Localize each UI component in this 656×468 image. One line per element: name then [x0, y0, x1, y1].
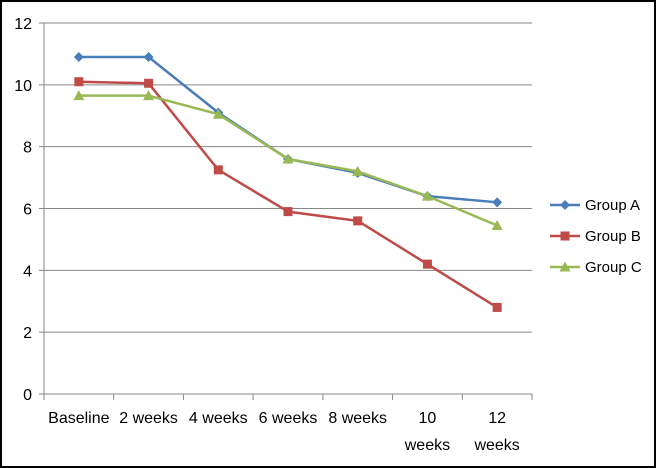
- y-tick-label: 0: [23, 387, 32, 404]
- data-point: [143, 52, 154, 63]
- x-tick-label: weeks: [404, 437, 450, 454]
- legend-marker: [560, 200, 570, 210]
- legend-marker: [559, 261, 571, 272]
- legend-item-group-a: Group A: [550, 197, 640, 214]
- data-point: [73, 90, 85, 101]
- x-axis-ticks: Baseline 2 weeks 4 weeks 6 weeks 8 weeks 10 we…: [48, 410, 520, 454]
- series-group-a: [73, 52, 503, 208]
- series-group-c: [73, 90, 503, 231]
- data-point: [213, 165, 223, 175]
- series-line: [78, 80, 498, 309]
- y-tick-label: 10: [14, 78, 32, 95]
- y-axis-ticks: 0 2 4 6 8 10 12: [14, 16, 32, 404]
- data-point: [492, 302, 502, 312]
- x-tick-label: Baseline: [48, 410, 109, 427]
- legend-label: Group C: [585, 259, 642, 276]
- x-tick-label: 4 weeks: [189, 410, 248, 427]
- data-point: [422, 259, 432, 269]
- data-point: [491, 220, 503, 231]
- legend-item-group-c: Group C: [550, 259, 642, 276]
- data-point: [144, 78, 154, 88]
- data-point: [143, 90, 155, 101]
- data-point: [352, 165, 364, 176]
- x-tick-label: 6 weeks: [259, 410, 318, 427]
- y-tick-label: 8: [23, 140, 32, 157]
- data-point: [73, 52, 84, 63]
- y-tick-label: 2: [23, 325, 32, 342]
- gridlines: [44, 22, 532, 333]
- legend-marker: [560, 231, 570, 241]
- legend-label: Group A: [585, 197, 640, 214]
- y-tick-label: 12: [14, 16, 32, 33]
- x-tick-label: 8 weeks: [328, 410, 387, 427]
- x-tick-label: weeks: [473, 437, 519, 454]
- x-tick-label: 2 weeks: [119, 410, 178, 427]
- data-point: [283, 207, 293, 217]
- legend-label: Group B: [585, 228, 641, 245]
- data-point: [212, 108, 224, 119]
- data-point: [353, 216, 363, 226]
- data-point: [282, 153, 294, 164]
- y-tick-label: 6: [23, 202, 32, 219]
- data-point: [421, 190, 433, 201]
- series-lines: [73, 52, 503, 312]
- series-group-b: [74, 77, 502, 312]
- x-tick-label: 12: [488, 410, 506, 427]
- legend: Group A Group B Group C: [550, 197, 642, 276]
- x-tick-label: 10: [419, 410, 437, 427]
- series-line: [78, 55, 498, 204]
- y-tick-label: 4: [23, 263, 32, 280]
- data-point: [492, 197, 503, 208]
- legend-item-group-b: Group B: [550, 228, 641, 245]
- data-point: [74, 77, 84, 87]
- axes: [39, 22, 533, 400]
